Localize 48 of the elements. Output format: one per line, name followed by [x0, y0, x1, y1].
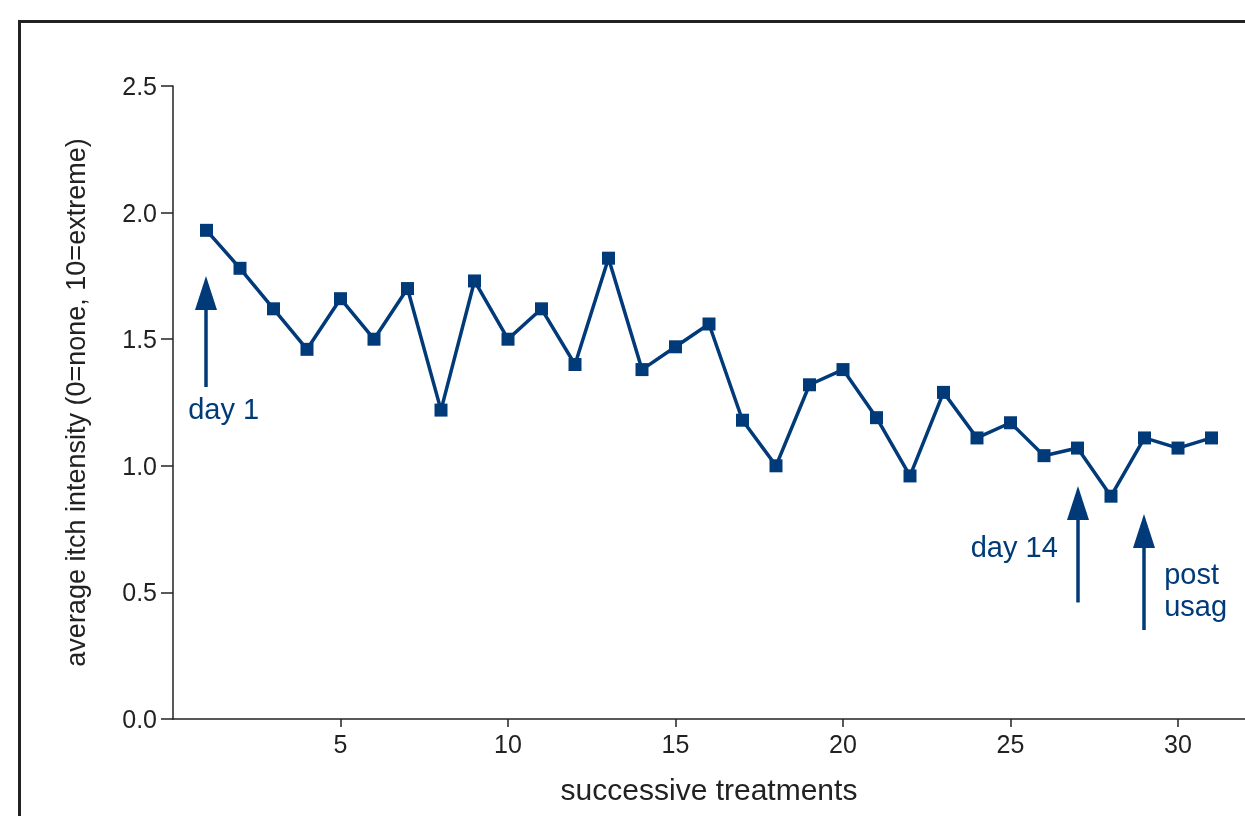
annotation: post usag	[1164, 558, 1228, 623]
y-tick-label: 2.5	[122, 72, 157, 100]
point	[970, 431, 984, 445]
point	[769, 459, 783, 473]
point	[401, 282, 414, 296]
point	[535, 302, 548, 316]
point	[1037, 449, 1051, 463]
x-tick-label: 30	[1164, 729, 1192, 758]
x-tick-label: 5	[333, 729, 348, 758]
point	[736, 413, 749, 427]
point	[669, 340, 682, 354]
annotation: day 14	[970, 530, 1058, 563]
annotation: day 1	[188, 393, 260, 426]
point	[602, 251, 615, 265]
x-axis-title: successive treatments	[560, 772, 858, 806]
y-axis-title: average itch intensity (0=none, 10=extreme)	[60, 138, 91, 667]
point	[1171, 441, 1185, 455]
point	[1004, 416, 1017, 430]
point	[568, 358, 582, 372]
point	[267, 302, 280, 316]
point	[1104, 489, 1118, 503]
point	[903, 469, 917, 483]
point	[1138, 431, 1151, 445]
point	[870, 411, 883, 425]
point	[300, 342, 314, 356]
point	[434, 403, 448, 417]
point	[635, 363, 649, 377]
x-tick-label: 15	[661, 729, 690, 758]
y-tick-label: 0.0	[122, 705, 157, 733]
point	[367, 332, 381, 346]
y-tick-label: 1.5	[122, 325, 157, 354]
y-tick-label: 1.0	[122, 451, 157, 480]
point	[803, 378, 816, 392]
point	[702, 317, 716, 331]
point	[200, 223, 213, 237]
point	[1071, 441, 1084, 455]
point	[468, 274, 481, 288]
x-tick-label: 10	[494, 729, 522, 758]
point	[501, 332, 515, 346]
point	[937, 385, 950, 399]
point	[334, 292, 347, 306]
x-tick-label: 25	[996, 729, 1025, 758]
point	[836, 363, 850, 377]
point	[233, 261, 247, 275]
x-tick-label: 20	[829, 729, 857, 758]
y-tick-label: 0.5	[122, 578, 157, 607]
y-tick-label: 2.0	[122, 198, 157, 227]
point	[1205, 431, 1218, 445]
